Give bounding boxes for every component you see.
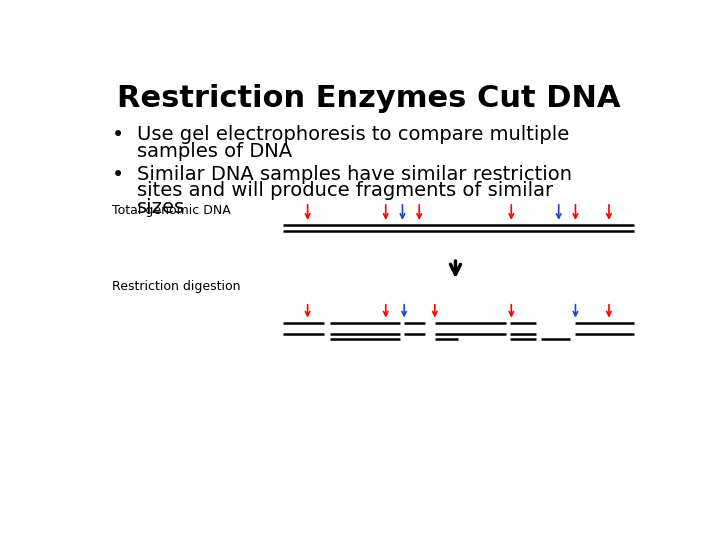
- Text: Restriction Enzymes Cut DNA: Restriction Enzymes Cut DNA: [117, 84, 621, 112]
- Text: Use gel electrophoresis to compare multiple: Use gel electrophoresis to compare multi…: [138, 125, 570, 144]
- Text: •: •: [112, 125, 125, 145]
- Text: Similar DNA samples have similar restriction: Similar DNA samples have similar restric…: [138, 165, 572, 184]
- Text: sizes: sizes: [138, 198, 186, 217]
- Text: •: •: [112, 165, 125, 185]
- Text: Restriction digestion: Restriction digestion: [112, 280, 240, 293]
- Text: sites and will produce fragments of similar: sites and will produce fragments of simi…: [138, 181, 554, 200]
- Text: samples of DNA: samples of DNA: [138, 141, 292, 161]
- Text: Total genomic DNA: Total genomic DNA: [112, 204, 231, 217]
